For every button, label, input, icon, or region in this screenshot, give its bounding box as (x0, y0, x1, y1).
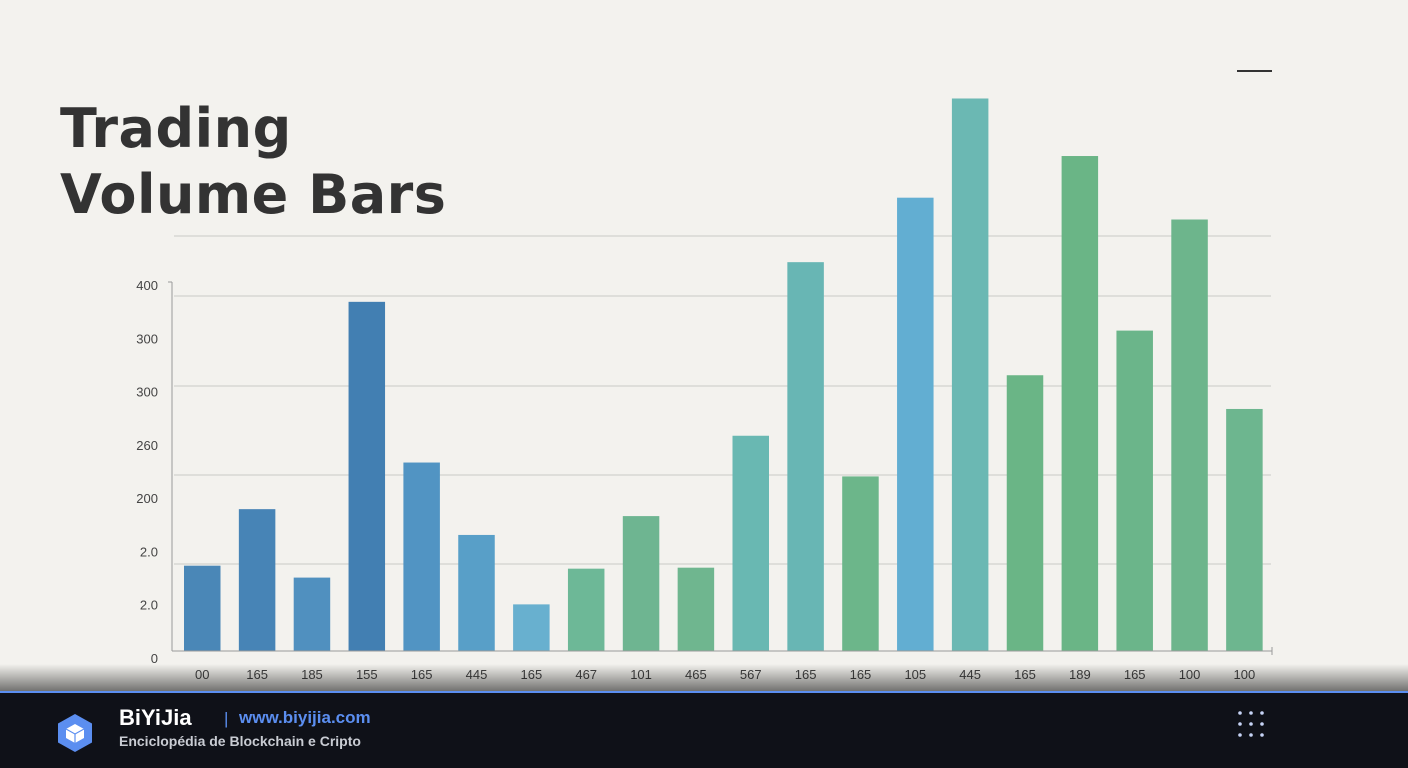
decorative-dash (1237, 70, 1272, 72)
bar (787, 262, 824, 651)
bar (238, 509, 276, 651)
bar (293, 577, 331, 651)
bar (1226, 408, 1263, 651)
bar (513, 604, 550, 651)
y-tick-label: 260 (136, 438, 158, 453)
chart-title: Trading Volume Bars (60, 96, 446, 228)
bar (622, 516, 660, 651)
grid-menu-icon[interactable] (1236, 709, 1266, 739)
bar (951, 98, 989, 651)
y-tick-label: 0 (151, 651, 158, 666)
bar (1006, 375, 1044, 651)
y-tick-label: 300 (136, 385, 158, 400)
bar (403, 462, 440, 651)
y-tick-label: 300 (136, 331, 158, 346)
footer-shadow (0, 664, 1408, 692)
bar (458, 534, 495, 651)
bar (1171, 219, 1208, 652)
bar (1061, 156, 1099, 651)
bar (567, 568, 605, 651)
y-tick-label: 2.0 (140, 544, 158, 559)
bar (348, 301, 386, 651)
y-tick-label: 200 (136, 491, 158, 506)
bar (677, 567, 715, 651)
cube-logo-icon (58, 714, 92, 752)
website-link[interactable]: www.biyijia.com (239, 708, 371, 727)
bar (1116, 330, 1153, 651)
bar (184, 565, 221, 651)
brand-separator: | (224, 709, 229, 728)
bar (897, 197, 934, 651)
y-tick-label: 400 (136, 278, 158, 293)
brand-name: BiYiJia (119, 705, 192, 730)
bar (842, 476, 879, 651)
brand-tagline: Enciclopédia de Blockchain e Cripto (119, 733, 361, 749)
bar (732, 435, 769, 651)
chart-title-line-1: Trading (60, 97, 292, 160)
bar-chart: 4003003002602002.02.00001651851551654451… (136, 98, 1273, 682)
y-tick-label: 2.0 (140, 598, 158, 613)
footer-bar: BiYiJia | www.biyijia.com Enciclopédia d… (0, 691, 1408, 768)
chart-title-line-2: Volume Bars (60, 163, 447, 226)
